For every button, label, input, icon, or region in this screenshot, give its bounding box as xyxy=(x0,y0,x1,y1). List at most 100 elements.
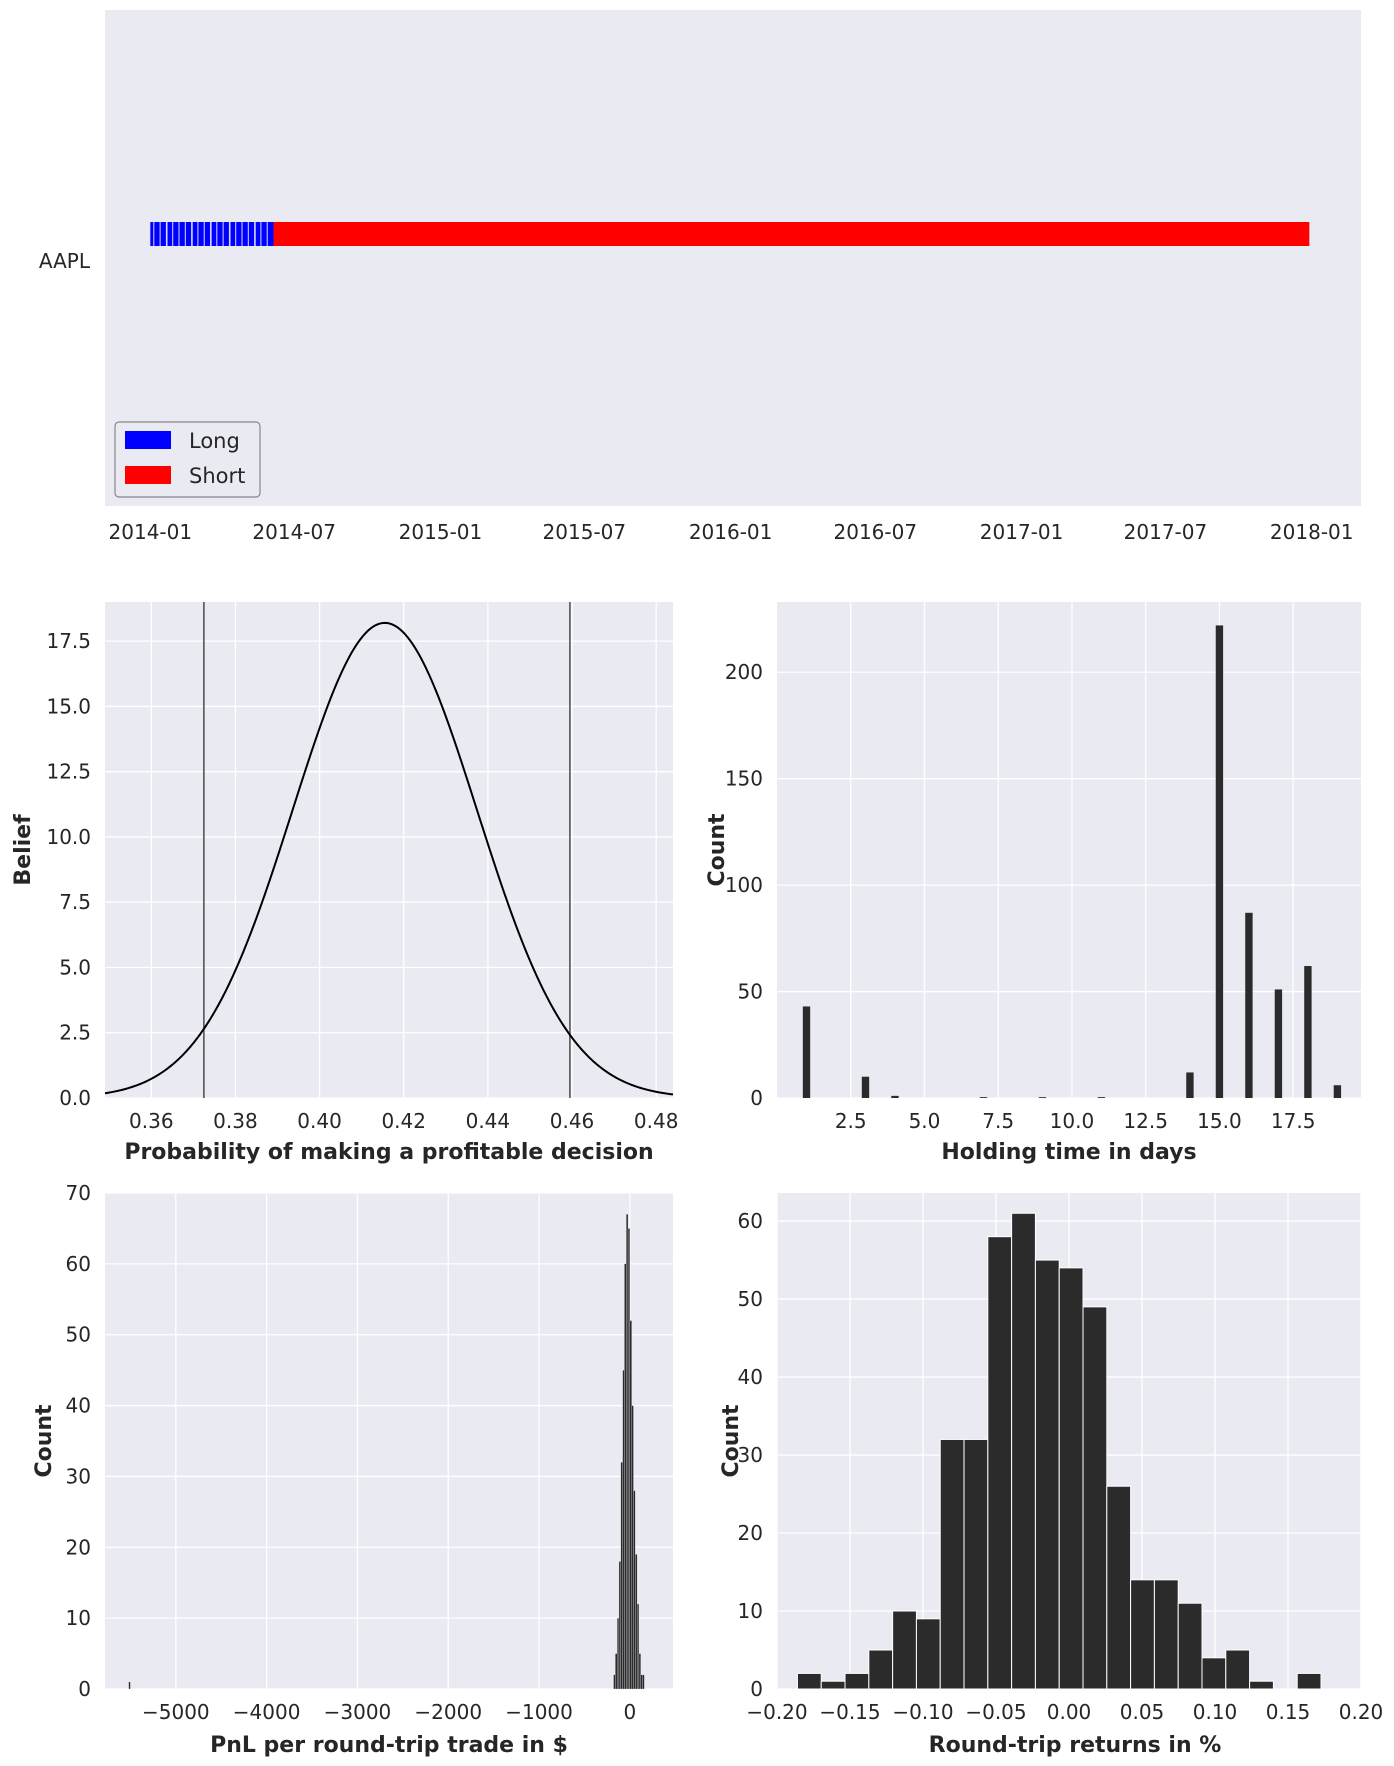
returns-x-tick-label: 0.15 xyxy=(1266,1700,1311,1724)
holding-xlabel: Holding time in days xyxy=(941,1140,1196,1165)
returns-x-tick-label: 0.00 xyxy=(1047,1700,1092,1724)
returns-bar xyxy=(1225,1649,1251,1690)
long-position-gap xyxy=(254,222,256,246)
pnl-bar xyxy=(640,1674,643,1690)
belief-xlabel: Probability of making a profitable decis… xyxy=(124,1140,653,1165)
pnl-bar xyxy=(613,1674,616,1690)
belief-x-tick-label: 0.48 xyxy=(634,1109,679,1133)
timeline-legend: Long Short xyxy=(114,421,261,498)
returns-bar xyxy=(1130,1579,1155,1690)
returns-y-tick-label: 40 xyxy=(738,1365,763,1389)
holding-bar xyxy=(891,1095,899,1098)
belief-y-tick-label: 2.5 xyxy=(59,1021,91,1045)
holding-y-tick-label: 50 xyxy=(738,980,763,1004)
belief-y-tick-label: 7.5 xyxy=(59,890,91,914)
holding-bar xyxy=(1038,1097,1047,1098)
timeline-x-tick-label: 2015-07 xyxy=(543,520,627,544)
returns-y-tick-label: 30 xyxy=(738,1443,763,1467)
holding-x-tick-label: 10.0 xyxy=(1050,1109,1095,1133)
holding-plot-area xyxy=(777,602,1361,1098)
short-position-bar xyxy=(273,222,1310,246)
pnl-bar xyxy=(635,1554,638,1690)
belief-y-tick-label: 17.5 xyxy=(46,629,91,653)
holding-x-tick-label: 7.5 xyxy=(982,1109,1014,1133)
returns-x-tick-label: −0.05 xyxy=(965,1700,1026,1724)
holding-y-tick-label: 150 xyxy=(725,767,763,791)
pnl-y-tick-label: 10 xyxy=(66,1606,91,1630)
holding-bar xyxy=(861,1076,870,1098)
pnl-x-tick-label: −4000 xyxy=(233,1700,301,1724)
belief-y-tick-label: 0.0 xyxy=(59,1086,91,1110)
holding-y-tick-label: 200 xyxy=(725,660,763,684)
pnl-bar xyxy=(626,1214,629,1690)
returns-y-tick-label: 0 xyxy=(750,1677,763,1701)
returns-x-tick-label: −0.10 xyxy=(892,1700,953,1724)
returns-bar xyxy=(892,1610,917,1690)
pnl-bar xyxy=(618,1561,621,1690)
belief-x-tick-label: 0.40 xyxy=(297,1109,342,1133)
returns-x-tick-label: −0.15 xyxy=(819,1700,880,1724)
returns-bar xyxy=(820,1680,846,1690)
returns-bar xyxy=(939,1438,965,1690)
timeline-x-tick-label: 2015-01 xyxy=(399,520,483,544)
long-position-gap xyxy=(210,222,212,246)
pnl-bar xyxy=(622,1369,625,1690)
returns-bar xyxy=(1296,1672,1322,1690)
belief-y-tick-label: 15.0 xyxy=(46,694,91,718)
holding-bar xyxy=(1186,1072,1194,1098)
long-position-gap xyxy=(191,222,193,246)
long-position-bar xyxy=(150,222,274,246)
holding-x-tick-label: 5.0 xyxy=(909,1109,941,1133)
pnl-plot-area xyxy=(105,1193,673,1689)
long-position-gap xyxy=(266,222,268,246)
returns-bar xyxy=(1153,1579,1179,1690)
long-position-gap xyxy=(228,222,231,246)
returns-y-tick-label: 10 xyxy=(738,1599,763,1623)
pnl-bar xyxy=(629,1320,632,1690)
returns-bar xyxy=(868,1649,894,1690)
holding-bar xyxy=(1245,912,1253,1098)
pnl-y-tick-label: 50 xyxy=(66,1323,91,1347)
returns-y-tick-label: 20 xyxy=(738,1521,763,1545)
long-position-gap xyxy=(159,222,161,246)
returns-bar xyxy=(1201,1657,1227,1690)
timeline-x-tick-label: 2016-07 xyxy=(834,520,918,544)
legend-swatch-short xyxy=(125,466,171,484)
pnl-bar xyxy=(636,1603,640,1690)
long-position-gap xyxy=(153,222,155,246)
returns-bar xyxy=(987,1236,1013,1690)
long-position-gap xyxy=(235,222,237,246)
timeline-chart: 2014-01 2014-07 2015-01 2015-07 2016-01 2016-… xyxy=(39,10,1361,544)
long-position-gap xyxy=(165,222,168,246)
pnl-bar xyxy=(642,1674,645,1690)
holding-x-tick-label: 12.5 xyxy=(1123,1109,1168,1133)
long-position-gap xyxy=(260,222,262,246)
belief-x-tick-label: 0.46 xyxy=(550,1109,595,1133)
timeline-category-label: AAPL xyxy=(39,249,91,273)
belief-plot-area xyxy=(105,602,673,1098)
belief-curve xyxy=(104,621,674,1096)
returns-bar xyxy=(915,1618,941,1690)
pnl-bar xyxy=(638,1653,641,1690)
pnl-bar xyxy=(627,1228,631,1690)
pnl-bar xyxy=(620,1462,623,1690)
legend-label-long: Long xyxy=(189,429,240,453)
pnl-x-tick-label: −1000 xyxy=(505,1700,573,1724)
holding-x-tick-label: 2.5 xyxy=(835,1109,867,1133)
holding-y-tick-label: 0 xyxy=(750,1086,763,1110)
returns-bar xyxy=(1011,1212,1036,1690)
long-position-gap xyxy=(178,222,180,246)
timeline-x-tick-label: 2017-07 xyxy=(1124,520,1208,544)
returns-x-tick-label: 0.10 xyxy=(1193,1700,1238,1724)
pnl-bar xyxy=(631,1405,634,1690)
long-position-gap xyxy=(241,222,243,246)
pnl-chart: −5000 −4000 −3000 −2000 −1000 0 0 10 20 30 40 50 60 7… xyxy=(32,1181,673,1758)
legend-swatch-long xyxy=(125,431,171,449)
belief-x-tick-label: 0.42 xyxy=(381,1109,426,1133)
pnl-bar xyxy=(633,1490,636,1690)
belief-chart: 0.36 0.38 0.40 0.42 0.44 0.46 0.48 0.0 2.5 5.0 7.5… xyxy=(11,602,678,1165)
holding-ylabel: Count xyxy=(705,813,730,887)
long-position-gap xyxy=(222,222,224,246)
timeline-x-tick-label: 2016-01 xyxy=(689,520,773,544)
